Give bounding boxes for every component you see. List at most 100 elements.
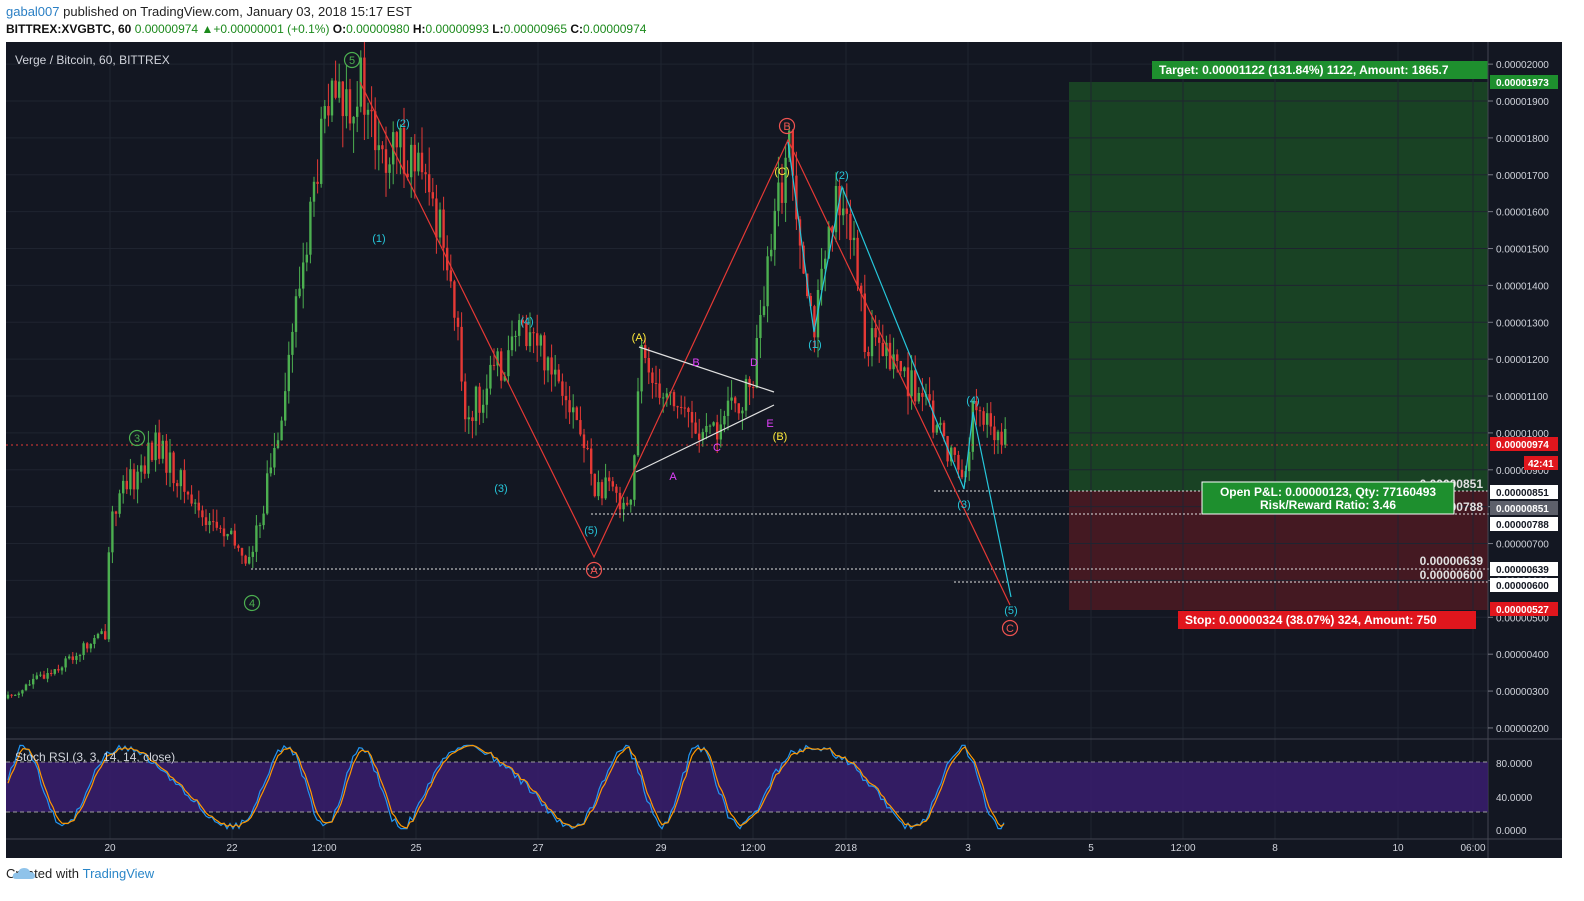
candle-body xyxy=(363,57,366,115)
publisher-link[interactable]: gabal007 xyxy=(6,4,60,19)
candle-body xyxy=(388,164,391,173)
candle-body xyxy=(136,471,139,490)
tradingview-link[interactable]: TradingView xyxy=(82,866,155,881)
candle-body xyxy=(629,499,632,505)
candle-body xyxy=(75,655,78,660)
candle-body xyxy=(215,521,218,528)
candle-body xyxy=(10,694,13,696)
candle-body xyxy=(914,370,917,402)
candle-body xyxy=(86,643,89,649)
candle-body xyxy=(68,656,71,659)
candle-body xyxy=(140,465,143,472)
candle-body xyxy=(654,382,658,384)
candle-body xyxy=(413,144,416,172)
candle-body xyxy=(273,447,276,468)
candle-body xyxy=(658,383,661,398)
candle-body xyxy=(17,693,20,695)
target-zone[interactable] xyxy=(1069,82,1488,491)
candle-body xyxy=(773,210,776,250)
candle-body xyxy=(809,295,812,307)
time-tick-label: 25 xyxy=(410,843,422,854)
triangle-pattern[interactable] xyxy=(635,346,775,473)
chart-area[interactable]: 5 3 4 A B C (1) (2) (3) (4) (5) (1) (2) … xyxy=(6,42,1562,858)
candle-body xyxy=(89,643,92,649)
candle-body xyxy=(741,410,744,414)
candle-body xyxy=(21,690,24,694)
candle-body xyxy=(467,417,470,420)
candle-body xyxy=(395,132,398,148)
pnl-line-2: Risk/Reward Ratio: 3.46 xyxy=(1260,498,1396,512)
candle-body xyxy=(971,400,974,452)
candle-body xyxy=(172,452,175,484)
price-tick-label: 0.00000900 xyxy=(1496,466,1549,477)
candle-body xyxy=(831,226,834,233)
candle-body xyxy=(359,57,362,107)
minor-1-label: (1) xyxy=(372,233,385,245)
red-abc-wave[interactable] xyxy=(359,81,1011,606)
candle-body xyxy=(294,296,298,332)
candle-body xyxy=(60,667,64,671)
candle-body xyxy=(179,470,182,487)
badge-target: 0.00001973 xyxy=(1496,78,1549,89)
stoch-tick-80: 80.0000 xyxy=(1496,759,1533,770)
time-tick-label: 2018 xyxy=(835,843,858,854)
badge-788: 0.00000788 xyxy=(1496,520,1549,531)
candle-body xyxy=(813,306,816,338)
candle-body xyxy=(291,331,294,355)
candle-body xyxy=(521,320,524,323)
candle-body xyxy=(647,358,650,373)
candle-body xyxy=(222,528,226,537)
candle-body xyxy=(104,631,107,640)
candle-body xyxy=(518,320,521,336)
price-tick-label: 0.00000400 xyxy=(1496,650,1549,661)
candle-body xyxy=(338,81,341,98)
candle-body xyxy=(402,127,406,174)
candle-body xyxy=(791,130,794,176)
candle-body xyxy=(453,281,456,318)
minor-2b-label: (2) xyxy=(835,170,848,182)
candle-body xyxy=(899,360,902,372)
candle-body xyxy=(204,517,208,525)
price-tick-label: 0.00001200 xyxy=(1496,355,1549,366)
candle-body xyxy=(881,342,884,357)
pnl-box[interactable] xyxy=(1201,481,1455,515)
candle-body xyxy=(190,494,193,504)
cyan-impulse-wave[interactable] xyxy=(787,141,1012,598)
candle-body xyxy=(366,109,370,115)
candle-body xyxy=(874,328,877,338)
candle-body xyxy=(118,493,121,514)
candle-body xyxy=(687,408,690,412)
stop-label-box[interactable] xyxy=(1178,611,1476,629)
red-abc-labels: A B C xyxy=(585,117,1019,637)
candle-body xyxy=(370,109,373,112)
candle-body xyxy=(348,89,352,124)
candle-body xyxy=(82,643,85,656)
stoch-d-line xyxy=(7,744,1005,829)
candle-body xyxy=(6,694,10,699)
level-600-text: 0.00000600 xyxy=(1420,568,1484,582)
candle-body xyxy=(586,447,589,449)
price-chart-svg[interactable]: 5 3 4 A B C (1) (2) (3) (4) (5) (1) (2) … xyxy=(6,42,1562,858)
candle-body xyxy=(982,411,985,425)
candle-body xyxy=(928,394,931,401)
wave-5-label: 5 xyxy=(349,55,355,67)
candle-body xyxy=(35,675,38,679)
time-tick-label: 10 xyxy=(1392,843,1404,854)
candle-body xyxy=(489,364,492,389)
red-a-label: A xyxy=(590,565,598,577)
high-label: H: xyxy=(412,22,426,36)
candle-body xyxy=(572,407,575,413)
candle-body xyxy=(125,480,128,490)
tradingview-cloud-icon xyxy=(12,868,36,879)
candle-body xyxy=(860,285,863,294)
candle-body xyxy=(989,413,992,427)
candle-body xyxy=(683,407,686,409)
candle-body xyxy=(510,336,514,351)
footer: Created with TradingView xyxy=(6,866,154,881)
candle-body xyxy=(71,656,74,660)
target-label-box[interactable] xyxy=(1152,61,1488,79)
minor-wave-labels: (1) (2) (3) (4) (5) (1) (2) (3) (4) (5) xyxy=(372,118,1017,617)
triangle-b-label: B xyxy=(692,357,699,369)
candle-body xyxy=(777,182,780,211)
candle-body xyxy=(755,337,758,388)
